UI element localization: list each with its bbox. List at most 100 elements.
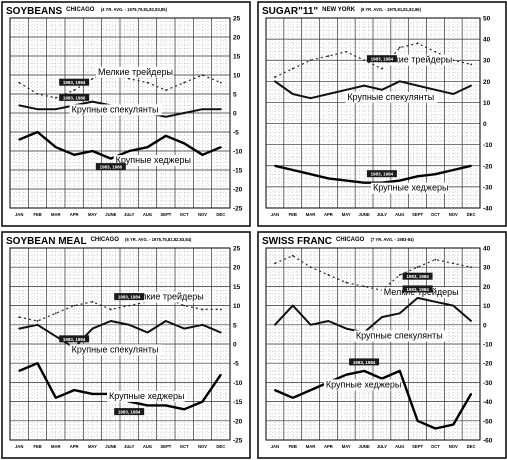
plot-area xyxy=(9,247,231,441)
data-label-box xyxy=(366,170,397,178)
series-2-point xyxy=(54,108,57,111)
series-line-1 xyxy=(274,42,472,78)
series-name-label: Мелкие трейдеры xyxy=(129,292,204,302)
x-tick-label: MAR xyxy=(51,444,61,449)
series-2-point xyxy=(416,297,419,299)
chart-panel-2: -40-30-20-1001020304050%JANFEBMARAPRMAYJ… xyxy=(257,1,507,227)
series-2-point xyxy=(327,320,330,322)
x-tick-label: OCT xyxy=(180,444,189,449)
series-name-backdrop xyxy=(323,379,402,391)
y-tick-label: -25 xyxy=(233,438,243,445)
x-tick-label: APR xyxy=(70,444,79,449)
series-3-point xyxy=(416,175,419,178)
title-backdrop xyxy=(259,234,505,246)
y-tick-label: 20 xyxy=(483,284,491,291)
series-3-point xyxy=(54,396,57,399)
series-name-label: Мелкие трейдеры xyxy=(377,55,452,65)
series-line-3 xyxy=(274,369,473,430)
chart-panel-3: -25-20-15-10-50510152025%JANFEBMARAPRMAY… xyxy=(1,231,251,459)
series-name-label: Крупные хеджеры xyxy=(373,183,448,193)
series-3-point xyxy=(398,179,401,182)
series-2-point xyxy=(164,115,167,118)
series-1-point xyxy=(398,273,401,276)
series-2-point xyxy=(434,88,437,91)
y-tick-label: 0 xyxy=(483,322,487,329)
data-label: 1983, 1984 xyxy=(406,287,429,292)
series-3-point xyxy=(18,369,21,372)
x-tick-label: DEC xyxy=(216,212,225,217)
series-1-point xyxy=(452,262,455,265)
series-name-backdrop xyxy=(345,91,438,103)
y-tick-label: -60 xyxy=(483,438,493,445)
series-3-point xyxy=(452,169,455,171)
series-1-point xyxy=(470,63,472,66)
x-tick-label: MAR xyxy=(306,212,316,217)
x-tick-label: MAR xyxy=(306,444,316,449)
series-1-point xyxy=(416,42,419,45)
data-label-box xyxy=(59,78,90,86)
series-2-point xyxy=(452,93,455,95)
x-tick-label: OCT xyxy=(431,444,440,449)
x-tick-label: JUNE xyxy=(105,212,116,217)
series-name-backdrop xyxy=(381,287,460,299)
series-2-point xyxy=(36,108,39,111)
series-3-point xyxy=(146,146,149,149)
series-3-point xyxy=(183,142,186,145)
chart-title: SOYBEANS xyxy=(6,6,62,17)
series-2-point xyxy=(201,323,204,326)
plot-area xyxy=(265,17,481,209)
title-backdrop xyxy=(259,4,505,16)
series-3-point xyxy=(54,146,57,149)
series-1-point xyxy=(434,258,437,261)
series-2-point xyxy=(201,108,204,111)
x-tick-label: MAR xyxy=(51,212,61,217)
chart-panel-1: -25-20-15-10-50510152025%JANFEBMARAPRMAY… xyxy=(1,1,251,227)
x-tick-label: JULY xyxy=(377,212,388,217)
data-label-box xyxy=(349,358,380,366)
data-label: 1983, 1986 xyxy=(63,95,86,100)
y-tick-label: 30 xyxy=(483,58,491,65)
x-tick-label: AUG xyxy=(395,212,404,217)
chart-note: (6 YR. AVG. - 1975,75,81,82,83,84) xyxy=(125,237,192,242)
x-tick-label: JUNE xyxy=(358,212,369,217)
series-1-point xyxy=(309,266,312,269)
y-tick-label: -50 xyxy=(483,418,493,425)
y-tick-label: 25 xyxy=(233,16,241,23)
plot-area xyxy=(9,17,231,209)
data-label: 1983, 1984 xyxy=(371,57,394,62)
series-2-point xyxy=(54,335,57,338)
series-name-label: Крупные спекулянты xyxy=(72,104,159,114)
y-tick-label: 40 xyxy=(483,246,491,253)
chart-subtitle: CHICAGO xyxy=(66,7,95,13)
x-tick-label: MAY xyxy=(342,444,351,449)
series-1-point xyxy=(91,77,94,80)
series-1-point xyxy=(434,50,437,53)
series-3-point xyxy=(219,373,222,376)
series-3-point xyxy=(309,173,312,176)
series-3-point xyxy=(36,362,39,365)
plot-area xyxy=(265,247,481,441)
series-name-backdrop xyxy=(107,390,185,402)
x-tick-label: JULY xyxy=(377,444,388,449)
series-1-point xyxy=(183,304,186,307)
data-label-box xyxy=(402,272,433,280)
series-2-point xyxy=(219,331,222,334)
y-tick-label: 0 xyxy=(483,121,487,128)
series-2-point xyxy=(327,93,330,95)
series-2-point xyxy=(164,320,167,322)
series-3-point xyxy=(434,427,437,430)
y-tick-label: -20 xyxy=(233,418,243,425)
series-1-point xyxy=(128,304,131,307)
series-line-1 xyxy=(19,297,221,322)
series-3-point xyxy=(452,423,455,426)
series-line-2 xyxy=(274,80,472,100)
series-2-point xyxy=(470,320,472,322)
series-3-point xyxy=(416,419,419,422)
series-name-backdrop xyxy=(375,54,453,66)
series-3-point xyxy=(470,164,472,167)
x-tick-label: FEB xyxy=(289,212,297,217)
x-tick-label: DEC xyxy=(467,444,476,449)
series-1-point xyxy=(470,266,472,269)
series-2-point xyxy=(109,320,112,322)
chart-title: SOYBEAN MEAL xyxy=(6,236,87,247)
